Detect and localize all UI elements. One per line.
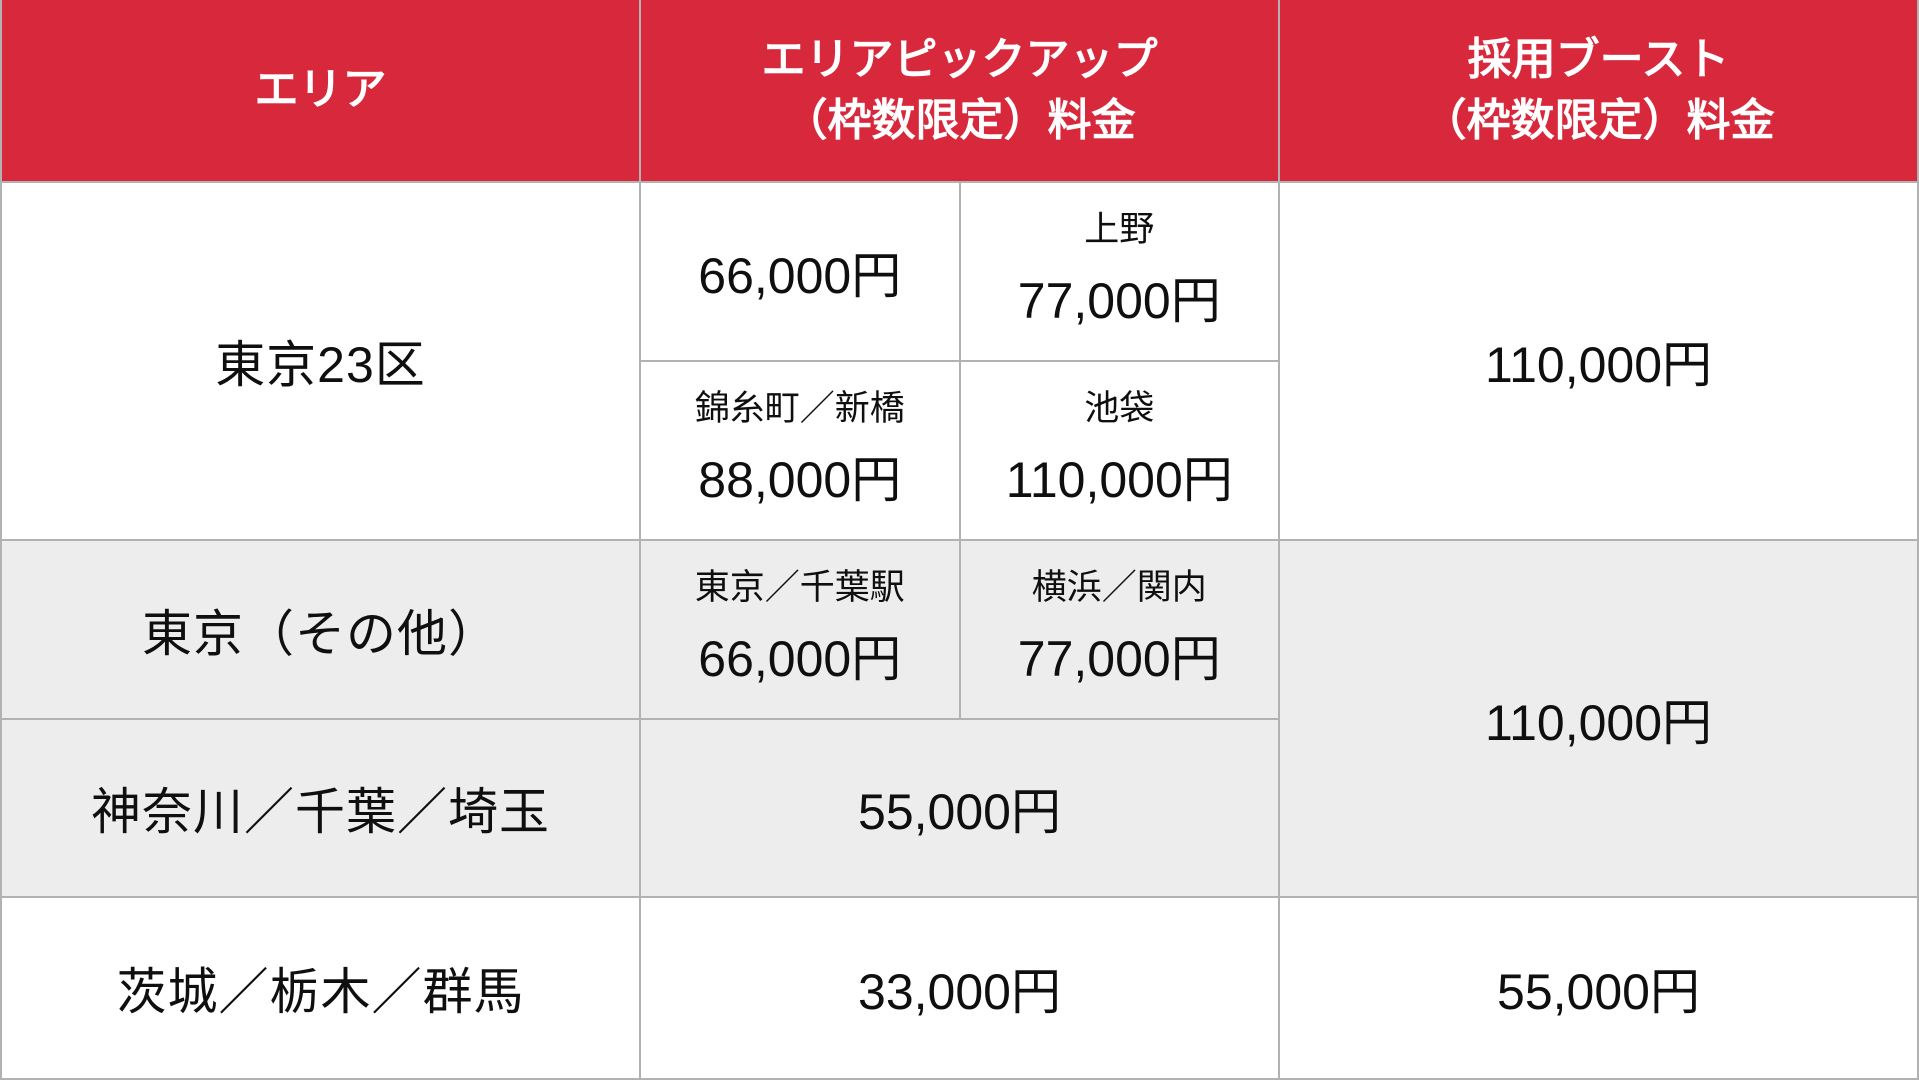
cell-tokyo-other-pickup-tokyo-chiba: 東京／千葉駅 66,000円 [641,541,959,718]
price-value: 88,000円 [698,451,902,508]
price-value: 55,000円 [1497,964,1700,1020]
station-label: 横浜／関内 [1031,568,1207,608]
price-value: 66,000円 [698,630,902,687]
price-value: 77,000円 [1017,630,1221,687]
cell-tokyo23-pickup-kinshicho-shinbashi: 錦糸町／新橋 88,000円 [641,362,959,539]
price-value: 110,000円 [1005,451,1233,508]
price-value: 55,000円 [858,784,1061,840]
cell-tokyo23-pickup-ueno: 上野 77,000円 [960,183,1278,360]
price-value: 33,000円 [858,964,1061,1020]
price-value: 110,000円 [1484,337,1713,393]
cell-tokyo-other-pickup-yokohama-kannai: 横浜／関内 77,000円 [960,541,1278,718]
station-label: 東京／千葉駅 [694,568,905,608]
cell-tokyo23-pickup-ikebukuro: 池袋 110,000円 [960,362,1278,539]
cell-tokyo23-pickup-group: 66,000円 上野 77,000円 錦糸町／新橋 88,000円 池袋 110… [641,183,1278,539]
area-label: 東京（その他） [142,605,499,662]
station-label: 池袋 [1084,389,1155,429]
station-label: 錦糸町／新橋 [694,389,905,429]
price-value: 77,000円 [1017,272,1221,329]
price-value: 66,000円 [698,247,902,304]
area-label: 茨城／栃木／群馬 [116,964,525,1020]
cell-ibaraki-tochigi-gunma-pickup: 33,000円 [641,898,1278,1078]
cell-ibaraki-tochigi-gunma-boost: 55,000円 [1280,898,1917,1078]
area-label: 東京23区 [215,337,426,393]
cell-tokyo23-boost: 110,000円 [1280,183,1917,539]
header-pickup-fee: エリアピックアップ （枠数限定）料金 [641,0,1278,181]
cell-tokyo23-pickup-base: 66,000円 [641,183,959,360]
cell-tokyo23-area: 東京23区 [2,183,639,539]
price-value: 110,000円 [1484,694,1713,751]
cell-ibaraki-tochigi-gunma-area: 茨城／栃木／群馬 [2,898,639,1078]
area-label: 神奈川／千葉／埼玉 [91,784,550,840]
cell-kanagawa-chiba-saitama-area: 神奈川／千葉／埼玉 [2,720,639,896]
header-boost-fee: 採用ブースト （枠数限定）料金 [1280,0,1917,181]
station-label: 上野 [1084,210,1155,250]
cell-kanagawa-chiba-saitama-pickup: 55,000円 [641,720,1278,896]
cell-tokyo-other-area: 東京（その他） [2,541,639,718]
header-area: エリア [2,0,639,181]
cell-tokyo-other-pickup-group: 東京／千葉駅 66,000円 横浜／関内 77,000円 [641,541,1278,718]
cell-tokyo-other-kanagawa-boost-merged: 110,000円 [1280,541,1917,896]
